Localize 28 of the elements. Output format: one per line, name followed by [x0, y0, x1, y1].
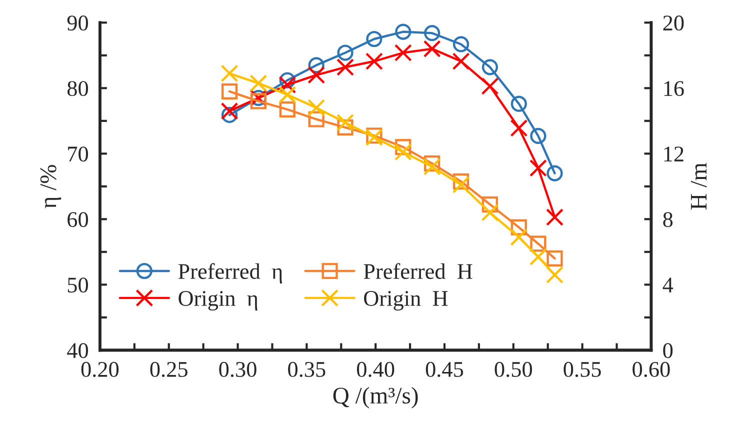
y-tick-label: 40: [67, 343, 88, 358]
x-axis-title: Q /(m³/s): [333, 386, 418, 408]
y-tick-label: 50: [68, 278, 88, 293]
y2-tick-label: 16: [664, 81, 684, 96]
x-tick-label: 0.55: [564, 362, 601, 378]
x-tick-label: 0.35: [288, 362, 326, 378]
y-tick-label: 90: [67, 16, 88, 31]
legend-label: Preferred H: [364, 263, 472, 279]
x-tick-label: 0.25: [150, 362, 188, 378]
y-tick-label: 70: [68, 146, 88, 162]
x-tick-label: 0.45: [426, 362, 464, 378]
x-tick-label: 0.20: [81, 362, 119, 378]
y-axis-title: η /%: [40, 164, 62, 208]
y2-tick-label: 8: [663, 212, 673, 228]
x-tick-label: 0.40: [356, 362, 394, 378]
legend-label: Preferred η: [178, 263, 282, 284]
y2-tick-label: 20: [663, 16, 684, 31]
y-tick-label: 80: [67, 81, 88, 96]
legend-label: Origin η: [178, 291, 258, 311]
y2-axis-title: H /m: [690, 162, 707, 210]
legend-label: Origin H: [364, 291, 448, 311]
x-tick-label: 0.60: [632, 362, 670, 378]
y-tick-label: 60: [68, 212, 88, 228]
y2-tick-label: 4: [662, 278, 674, 292]
y2-tick-label: 12: [664, 146, 684, 162]
x-tick-label: 0.30: [219, 362, 256, 378]
y2-tick-label: 0: [663, 343, 673, 358]
x-tick-label: 0.50: [494, 362, 532, 378]
